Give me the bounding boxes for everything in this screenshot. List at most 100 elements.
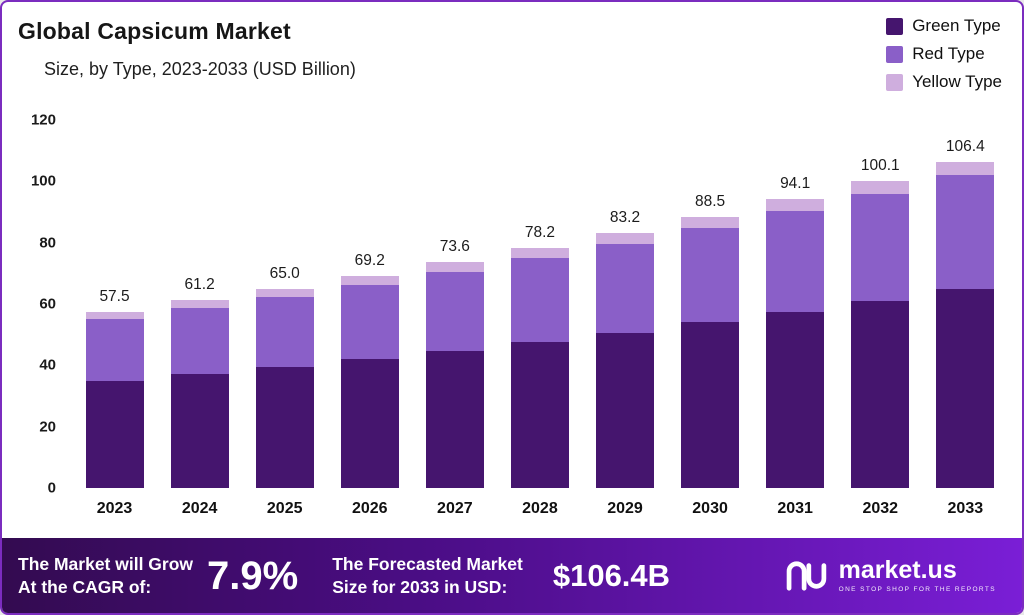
bar-segment-green-type — [510, 341, 569, 488]
chart-header: Global Capsicum Market Size, by Type, 20… — [2, 2, 1022, 80]
forecast-label: The Forecasted Market Size for 2033 in U… — [332, 553, 523, 599]
bar-column: 106.4 2033 — [936, 137, 995, 517]
legend-item-yellow: Yellow Type — [886, 72, 1002, 92]
x-axis-label: 2028 — [522, 500, 558, 517]
bar-stack — [425, 262, 484, 488]
bar-segment-red-type — [340, 285, 399, 359]
bar-segment-green-type — [255, 366, 314, 488]
x-axis-label: 2027 — [437, 500, 473, 517]
bar-segment-yellow-type — [851, 181, 910, 194]
y-axis-tick: 80 — [39, 234, 56, 252]
y-axis-tick: 40 — [39, 356, 56, 374]
bar-segment-yellow-type — [170, 300, 229, 309]
bar-segment-red-type — [766, 211, 825, 312]
bar-total-label: 65.0 — [269, 264, 300, 282]
stacked-bar-chart: 0 20 40 60 80 100 120 57.5 2023 61.2 2024 65.0 2025… — [18, 112, 1012, 540]
y-axis-tick: 100 — [30, 172, 56, 190]
brand-tagline: ONE STOP SHOP FOR THE REPORTS — [838, 586, 996, 593]
bar-segment-yellow-type — [255, 288, 314, 298]
bar-segment-yellow-type — [936, 161, 995, 175]
bar-segment-green-type — [170, 373, 229, 488]
bar-stack — [681, 216, 740, 488]
bar-column: 61.2 2024 — [170, 276, 229, 517]
y-axis: 0 20 40 60 80 100 120 — [18, 112, 64, 497]
page-title: Global Capsicum Market — [18, 18, 291, 44]
x-axis-label: 2033 — [947, 500, 984, 517]
forecast-label-line1: The Forecasted Market — [332, 553, 523, 574]
bar-segment-red-type — [425, 272, 484, 351]
footer-banner: The Market will Grow At the CAGR of: 7.9… — [2, 538, 1022, 613]
marketus-logo-icon — [786, 560, 826, 591]
bar-segment-yellow-type — [766, 199, 825, 212]
legend: Green Type Red Type Yellow Type — [886, 16, 1002, 92]
bar-segment-green-type — [340, 358, 399, 488]
cagr-label-line1: The Market will Grow — [18, 553, 194, 574]
bar-segment-red-type — [85, 319, 144, 381]
forecast-label-line2: Size for 2033 in USD: — [332, 576, 508, 597]
bar-column: 83.2 2029 — [596, 209, 654, 517]
bar-segment-green-type — [596, 332, 654, 488]
bar-total-label: 106.4 — [945, 137, 985, 155]
bar-stack — [340, 275, 399, 488]
bar-segment-yellow-type — [681, 216, 740, 228]
bar-column: 78.2 2028 — [510, 224, 569, 517]
brand-text: market.us ONE STOP SHOP FOR THE REPORTS — [838, 556, 996, 594]
bar-stack — [766, 199, 825, 488]
bar-segment-yellow-type — [340, 275, 399, 285]
bar-total-label: 69.2 — [354, 251, 385, 269]
bar-segment-red-type — [681, 227, 740, 323]
x-axis-label: 2032 — [862, 500, 899, 517]
legend-label-green: Green Type — [912, 16, 1001, 35]
bar-segment-green-type — [766, 311, 825, 488]
x-axis-label: 2029 — [607, 500, 643, 517]
cagr-label: The Market will Grow At the CAGR of: — [18, 553, 193, 599]
legend-swatch-red-icon — [886, 45, 904, 63]
bar-stack — [510, 248, 569, 488]
bar-column: 94.1 2031 — [766, 175, 825, 517]
bar-segment-red-type — [510, 258, 569, 342]
chart-subtitle: Size, by Type, 2023-2033 (USD Billion) — [44, 59, 356, 79]
bar-stack — [255, 288, 314, 488]
bar-column: 69.2 2026 — [340, 251, 399, 517]
y-axis-tick: 60 — [39, 295, 56, 313]
bar-segment-red-type — [255, 297, 314, 367]
bar-stack — [85, 311, 144, 488]
forecast-value: $106.4B — [552, 558, 671, 593]
bar-segment-green-type — [851, 300, 910, 488]
bar-segment-red-type — [596, 243, 654, 333]
bar-segment-yellow-type — [510, 248, 569, 259]
bar-segment-green-type — [681, 322, 740, 488]
bar-segment-green-type — [85, 380, 144, 488]
bar-segment-red-type — [851, 193, 910, 301]
bar-column: 57.5 2023 — [85, 288, 144, 517]
cagr-value: 7.9% — [207, 553, 299, 598]
legend-label-yellow: Yellow Type — [912, 72, 1002, 91]
bar-stack — [851, 181, 910, 488]
legend-swatch-green-icon — [886, 17, 904, 35]
x-axis-label: 2024 — [181, 500, 218, 517]
bar-stack — [170, 300, 229, 488]
x-axis-label: 2026 — [351, 500, 388, 517]
bar-segment-yellow-type — [85, 311, 144, 320]
brand-name: market.us — [838, 556, 957, 584]
plot-area: 57.5 2023 61.2 2024 65.0 2025 69.2 2026 73.6 2027… — [72, 120, 1008, 517]
x-axis-label: 2031 — [777, 500, 813, 517]
bar-column: 73.6 2027 — [425, 238, 484, 517]
bar-segment-green-type — [936, 288, 995, 488]
bar-total-label: 100.1 — [860, 157, 900, 175]
legend-item-green: Green Type — [886, 16, 1002, 36]
brand-logo: market.us ONE STOP SHOP FOR THE REPORTS — [783, 558, 1006, 593]
x-axis-label: 2023 — [96, 500, 133, 517]
bar-column: 88.5 2030 — [681, 193, 740, 517]
x-axis-label: 2030 — [692, 500, 728, 517]
bar-segment-green-type — [425, 350, 484, 488]
y-axis-tick: 120 — [30, 111, 56, 129]
bar-stack — [936, 161, 995, 488]
bar-column: 100.1 2032 — [851, 157, 910, 517]
y-axis-tick: 0 — [47, 479, 56, 497]
bar-total-label: 73.6 — [439, 238, 470, 256]
legend-item-red: Red Type — [886, 44, 1002, 64]
bar-segment-red-type — [170, 308, 229, 374]
legend-label-red: Red Type — [912, 44, 985, 63]
